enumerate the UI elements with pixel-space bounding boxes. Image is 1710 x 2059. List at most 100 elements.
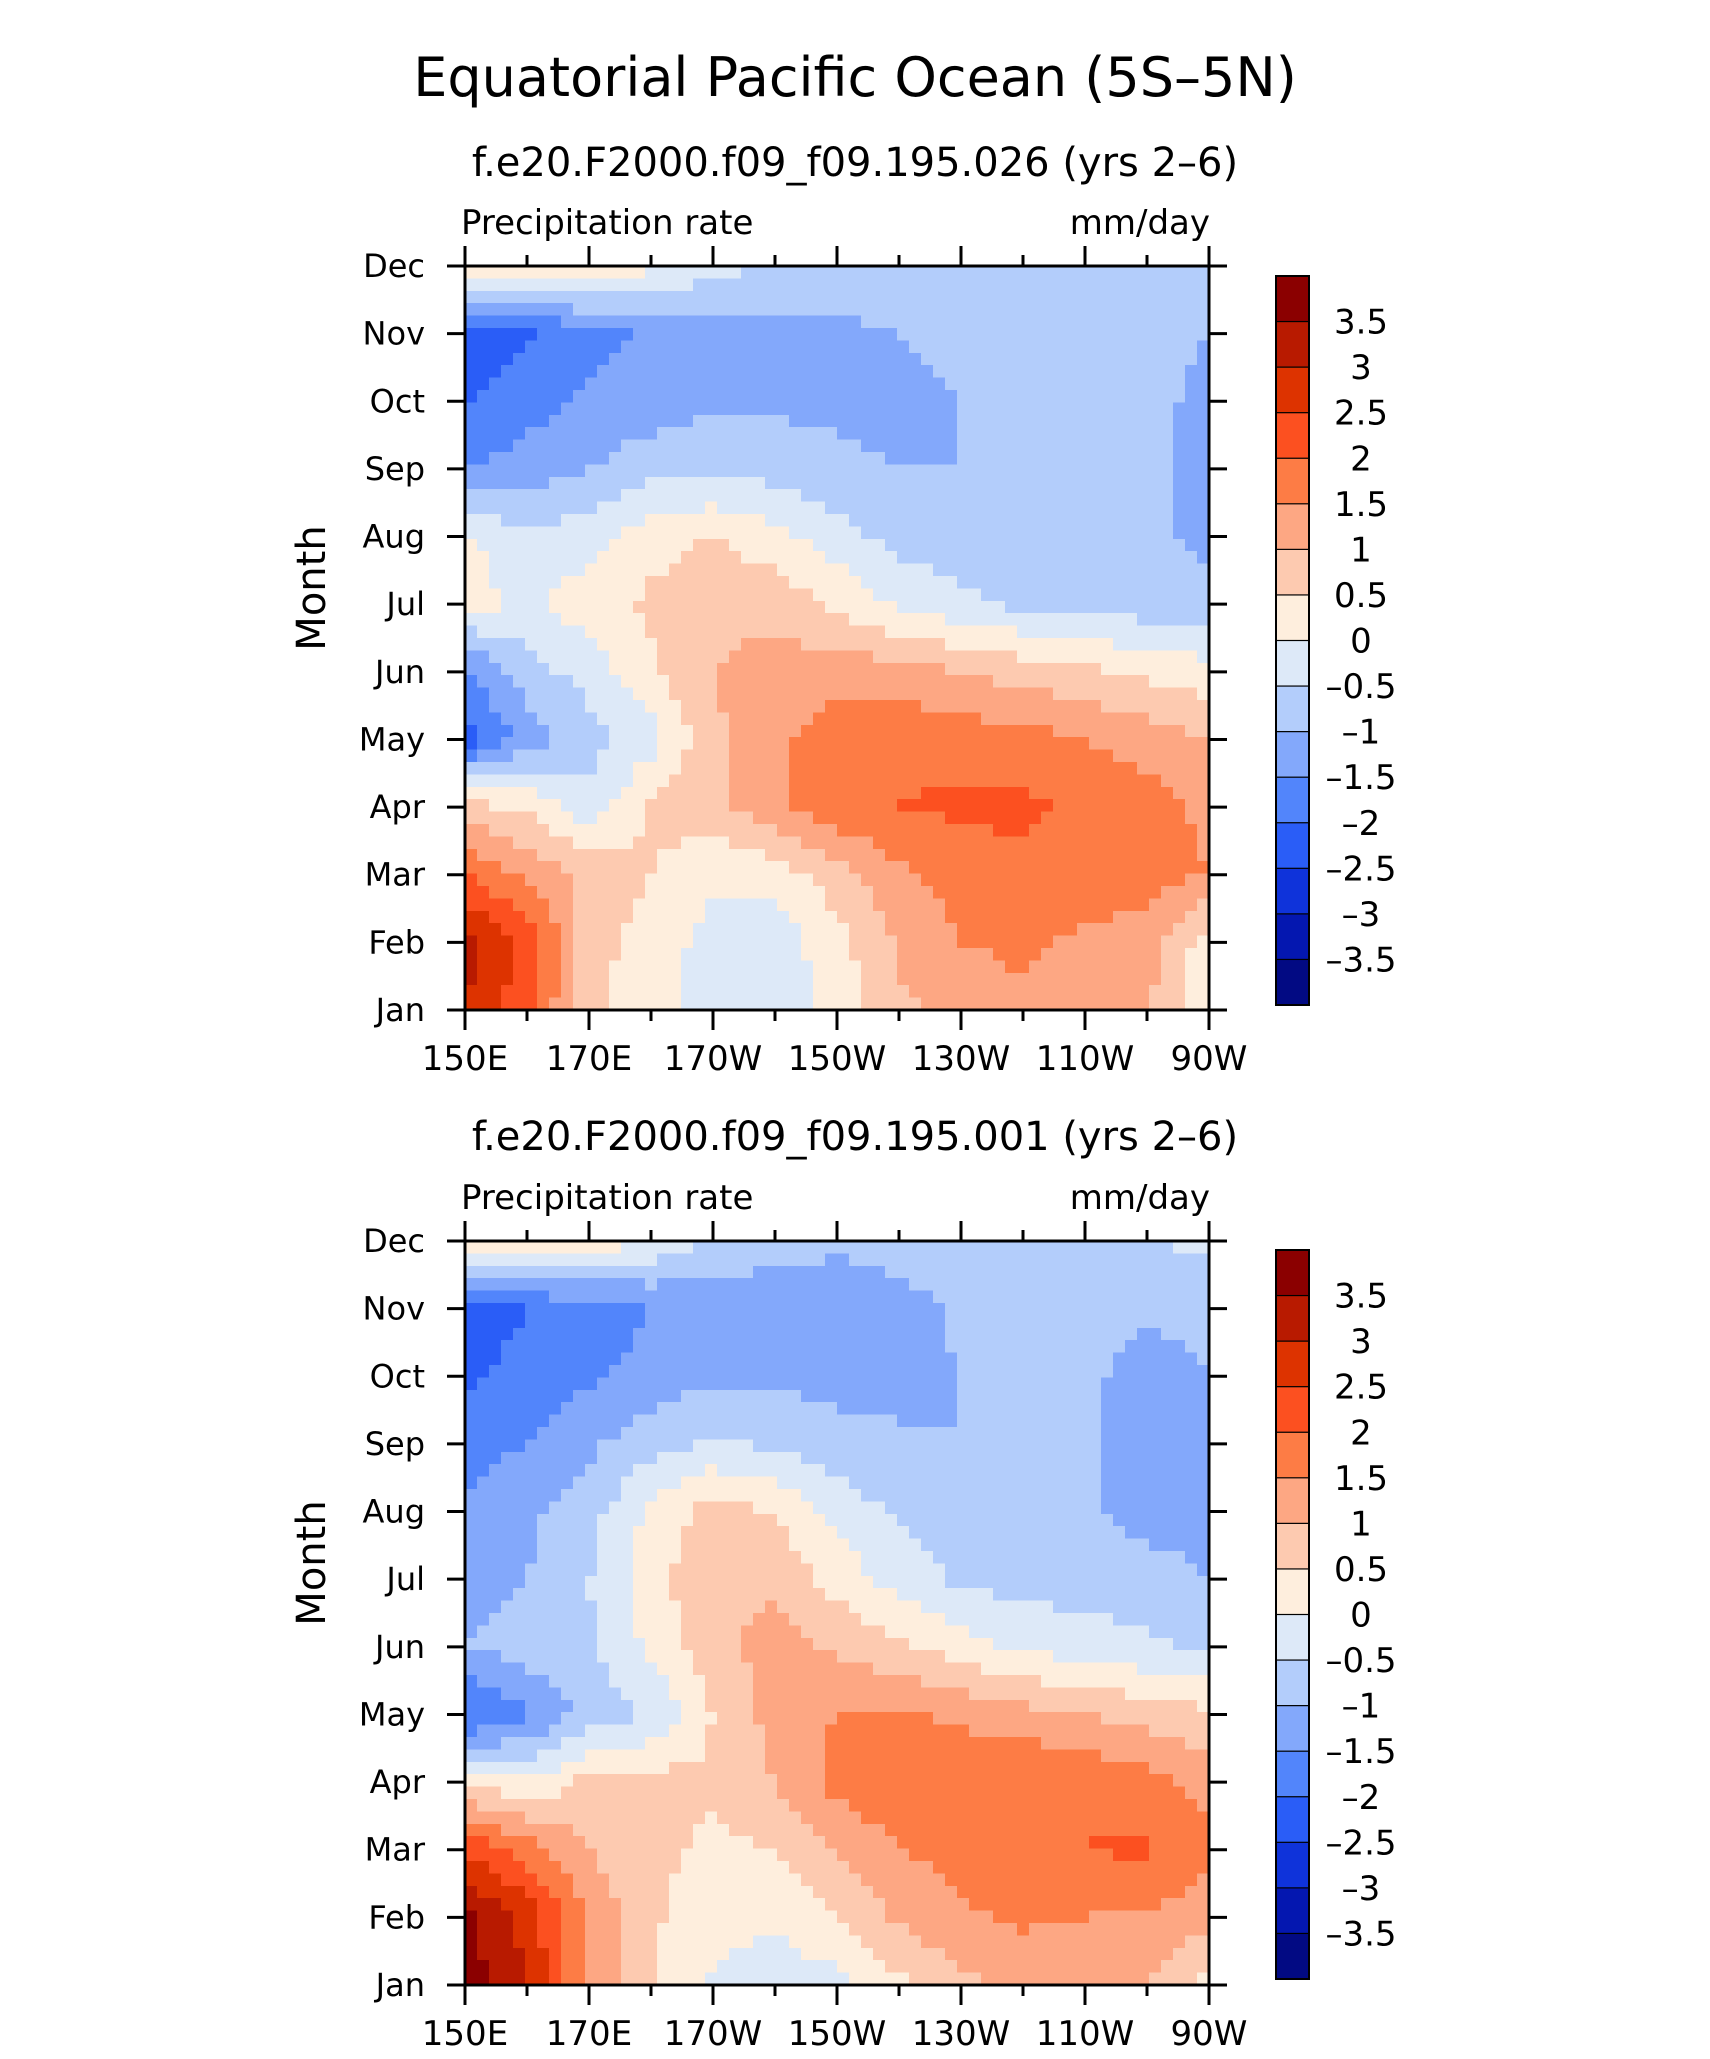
heatmap-cell — [825, 514, 838, 527]
heatmap-cell — [669, 414, 682, 428]
heatmap-cell — [585, 824, 598, 837]
heatmap-cell — [933, 464, 946, 478]
heatmap-cell — [1101, 861, 1114, 875]
heatmap-cell — [1077, 414, 1090, 428]
heatmap-cell — [501, 315, 514, 329]
heatmap-cell — [513, 1464, 526, 1478]
heatmap-cell — [1029, 749, 1042, 763]
heatmap-cell — [609, 662, 622, 676]
heatmap-cell — [1149, 712, 1162, 726]
heatmap-cell — [981, 762, 994, 775]
heatmap-cell — [669, 340, 682, 354]
heatmap-cell — [789, 1241, 802, 1254]
heatmap-cell — [765, 1352, 778, 1366]
heatmap-cell — [777, 675, 790, 689]
heatmap-cell — [477, 476, 490, 490]
heatmap-cell — [1101, 774, 1114, 788]
heatmap-cell — [933, 687, 946, 701]
heatmap-cell — [849, 1377, 862, 1391]
heatmap-cell — [549, 824, 562, 837]
heatmap-cell — [885, 712, 898, 726]
heatmap-cell — [897, 1253, 910, 1267]
heatmap-cell — [1149, 414, 1162, 428]
heatmap-cell — [885, 948, 898, 961]
heatmap-cell — [717, 1402, 730, 1416]
heatmap-cell — [921, 724, 934, 738]
heatmap-cell — [1077, 861, 1090, 875]
heatmap-cell — [489, 625, 502, 639]
heatmap-cell — [1053, 836, 1066, 850]
heatmap-cell — [909, 960, 922, 974]
heatmap-cell — [1173, 278, 1186, 292]
heatmap-cell — [609, 774, 622, 788]
heatmap-cell — [1161, 1427, 1174, 1440]
heatmap-cell — [1053, 886, 1066, 899]
heatmap-cell — [885, 687, 898, 701]
heatmap-cell — [597, 1414, 610, 1428]
colorbar-segment — [1275, 913, 1310, 961]
heatmap-cell — [729, 390, 742, 403]
heatmap-cell — [645, 762, 658, 775]
heatmap-cell — [1077, 303, 1090, 317]
heatmap-cell — [621, 476, 634, 490]
heatmap-cell — [993, 414, 1006, 428]
heatmap-cell — [609, 960, 622, 974]
heatmap-cell — [465, 266, 478, 279]
heatmap-cell — [1005, 799, 1018, 813]
heatmap-cell — [1029, 972, 1042, 986]
heatmap-cell — [525, 1253, 538, 1267]
heatmap-cell — [873, 1241, 886, 1254]
heatmap-cell — [549, 588, 562, 602]
heatmap-cell — [1041, 551, 1054, 565]
heatmap-cell — [1053, 1451, 1066, 1465]
heatmap-cell — [885, 972, 898, 986]
heatmap-cell — [945, 997, 958, 1011]
heatmap-cell — [765, 390, 778, 403]
heatmap-cell — [1185, 576, 1198, 589]
heatmap-cell — [825, 1315, 838, 1329]
heatmap-cell — [789, 662, 802, 676]
heatmap-cell — [1137, 1327, 1150, 1341]
heatmap-cell — [1041, 1303, 1054, 1316]
heatmap-cell — [465, 1241, 478, 1254]
heatmap-cell — [693, 352, 706, 366]
heatmap-cell — [705, 774, 718, 788]
heatmap-cell — [489, 997, 502, 1011]
heatmap-cell — [1005, 1315, 1018, 1329]
heatmap-cell — [1089, 749, 1102, 763]
heatmap-cell — [957, 910, 970, 924]
heatmap-cell — [1197, 1340, 1210, 1354]
heatmap-cell — [501, 377, 514, 391]
heatmap-cell — [537, 352, 550, 366]
heatmap-cell — [705, 414, 718, 428]
heatmap-cell — [801, 464, 814, 478]
heatmap-cell — [633, 799, 646, 813]
heatmap-cell — [705, 1439, 718, 1453]
heatmap-cell — [837, 340, 850, 354]
heatmap-cell — [861, 873, 874, 887]
heatmap-cell — [1173, 1265, 1186, 1279]
heatmap-cell — [825, 786, 838, 800]
heatmap-cell — [489, 638, 502, 651]
heatmap-cell — [1125, 278, 1138, 292]
heatmap-cell — [741, 501, 754, 515]
heatmap-cell — [897, 489, 910, 503]
heatmap-cell — [525, 762, 538, 775]
heatmap-cell — [681, 328, 694, 341]
heatmap-cell — [633, 960, 646, 974]
heatmap-cell — [1005, 1451, 1018, 1465]
heatmap-cell — [789, 1340, 802, 1354]
heatmap-cell — [825, 712, 838, 726]
heatmap-cell — [1173, 836, 1186, 850]
heatmap-cell — [933, 662, 946, 676]
heatmap-cell — [825, 489, 838, 503]
heatmap-cell — [897, 1265, 910, 1279]
heatmap-cell — [849, 700, 862, 713]
heatmap-cell — [1017, 1365, 1030, 1378]
colorbar-segment — [1275, 731, 1310, 779]
heatmap-cell — [921, 774, 934, 788]
heatmap-cell — [1017, 315, 1030, 329]
heatmap-cell — [969, 464, 982, 478]
heatmap-cell — [1173, 1327, 1186, 1341]
heatmap-cell — [525, 749, 538, 763]
